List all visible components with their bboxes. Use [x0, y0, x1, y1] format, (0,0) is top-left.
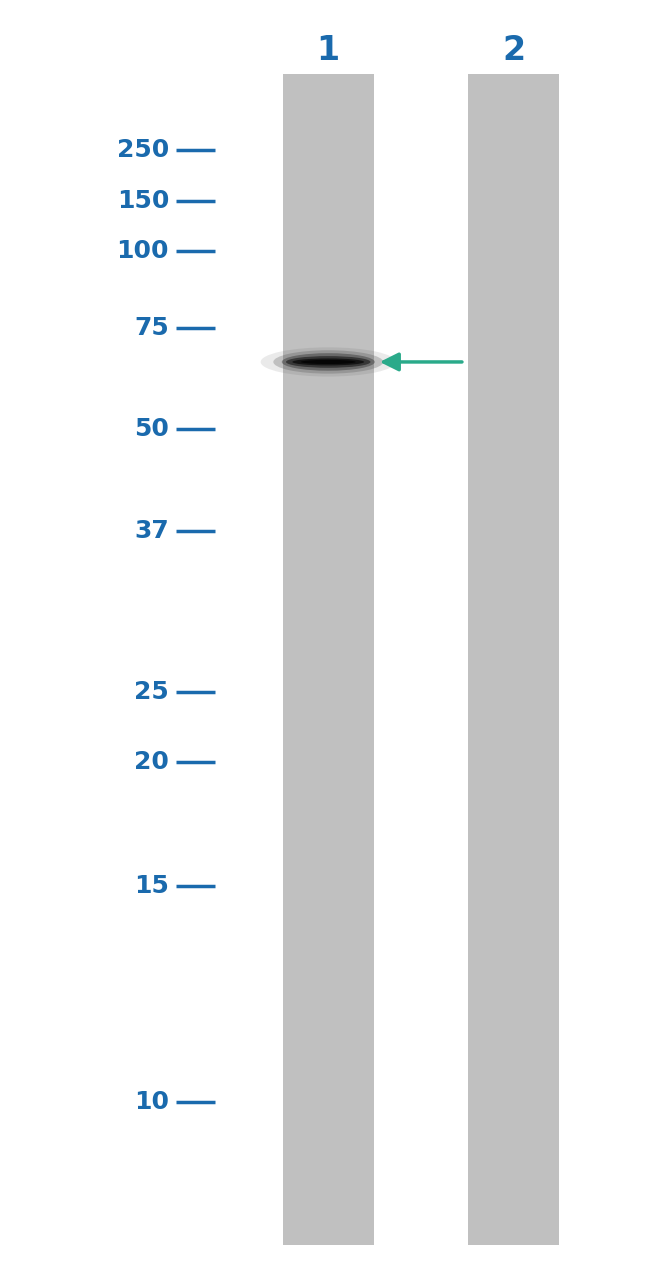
Text: 2: 2 [502, 34, 525, 67]
Ellipse shape [292, 358, 364, 366]
Text: 25: 25 [135, 681, 169, 704]
Text: 250: 250 [117, 138, 169, 161]
Text: 10: 10 [134, 1091, 169, 1114]
Ellipse shape [286, 356, 370, 368]
Text: 15: 15 [134, 875, 169, 898]
Text: 37: 37 [135, 519, 169, 542]
Bar [468, 74, 559, 1245]
Ellipse shape [301, 359, 356, 364]
Ellipse shape [281, 353, 374, 371]
Ellipse shape [261, 347, 396, 377]
Text: 50: 50 [134, 418, 169, 441]
Text: 75: 75 [135, 316, 169, 339]
Bar [283, 74, 374, 1245]
Text: 20: 20 [134, 751, 169, 773]
Text: 100: 100 [116, 240, 169, 263]
Ellipse shape [273, 351, 384, 373]
Text: 150: 150 [116, 189, 169, 212]
Text: 1: 1 [317, 34, 340, 67]
